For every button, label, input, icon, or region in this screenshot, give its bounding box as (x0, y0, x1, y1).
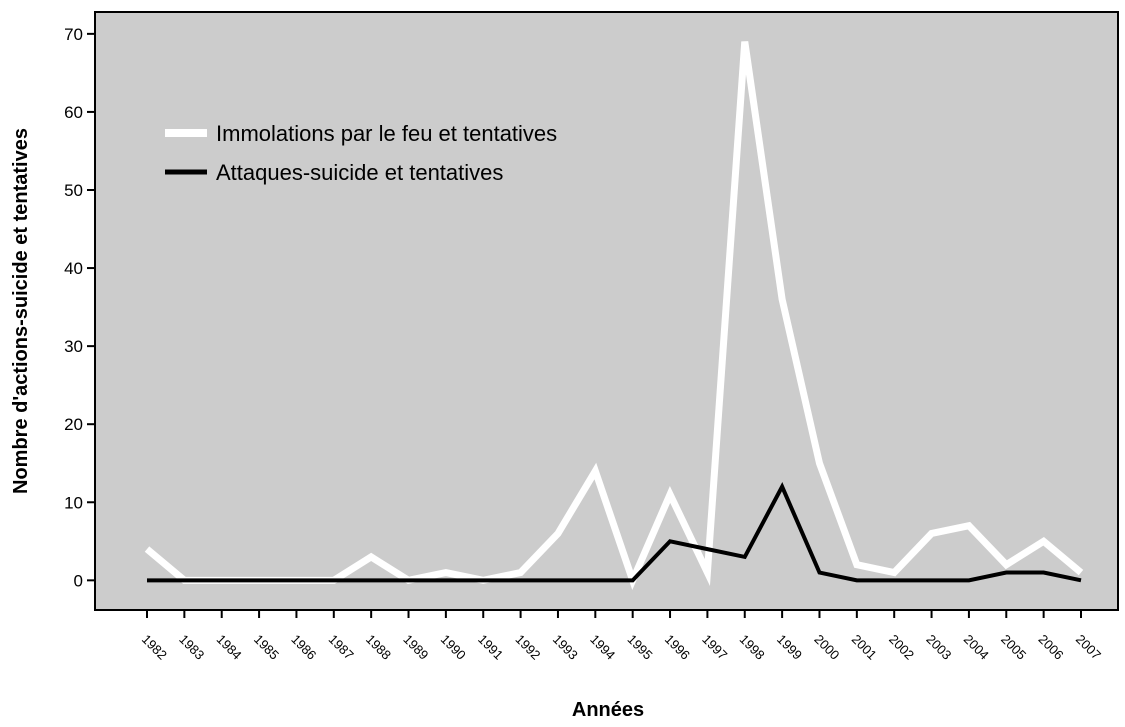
y-tick-label: 70 (64, 25, 83, 44)
x-tick-label: 1985 (251, 632, 282, 663)
x-tick-label: 1982 (139, 632, 170, 663)
x-tick-label: 1986 (288, 632, 319, 663)
x-tick-label: 1993 (550, 632, 581, 663)
y-tick-label: 50 (64, 181, 83, 200)
y-tick-label: 20 (64, 415, 83, 434)
x-tick-label: 1990 (438, 632, 469, 663)
x-tick-label: 2007 (1073, 632, 1104, 663)
x-tick-label: 2006 (1036, 632, 1067, 663)
x-tick-label: 1983 (176, 632, 207, 663)
line-series (147, 482, 1082, 583)
plot-area (94, 11, 1119, 611)
y-tick-label: 0 (74, 571, 83, 590)
x-tick-label: 2000 (811, 632, 842, 663)
x-tick-label: 1988 (363, 632, 394, 663)
x-tick-label: 1989 (400, 632, 431, 663)
x-tick-label: 2004 (961, 632, 992, 663)
legend-label: Attaques-suicide et tentatives (216, 160, 503, 185)
x-tick-label: 1991 (475, 632, 506, 663)
x-tick-label: 1992 (512, 632, 543, 663)
x-tick-label: 1984 (214, 632, 245, 663)
x-tick-label: 1987 (326, 632, 357, 663)
y-tick-label: 10 (64, 493, 83, 512)
x-tick-label: 2002 (886, 632, 917, 663)
x-axis-title: Années (572, 699, 644, 721)
x-tick-label: 1999 (774, 632, 805, 663)
y-tick-label: 30 (64, 337, 83, 356)
y-tick-label: 60 (64, 103, 83, 122)
x-tick-label: 2001 (849, 632, 880, 663)
legend-label: Immolations par le feu et tentatives (216, 121, 557, 146)
x-tick-label: 2005 (998, 632, 1029, 663)
x-tick-label: 1994 (587, 632, 618, 663)
x-tick-label: 1996 (662, 632, 693, 663)
y-tick-label: 40 (64, 259, 83, 278)
x-tick-label: 1997 (699, 632, 730, 663)
x-tick-label: 1995 (625, 632, 656, 663)
x-tick-label: 2003 (923, 632, 954, 663)
y-axis-title: Nombre d'actions-suicide et tentatives (10, 128, 32, 494)
x-tick-label: 1998 (737, 632, 768, 663)
